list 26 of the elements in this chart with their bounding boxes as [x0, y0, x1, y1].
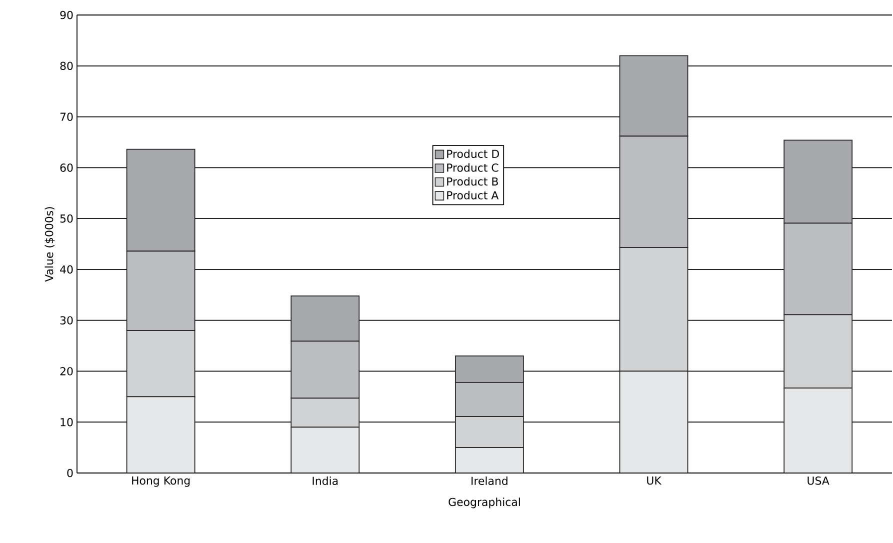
legend-label: Product A	[447, 190, 499, 200]
bar	[126, 396, 196, 473]
x-tick-label: UK	[647, 476, 662, 485]
y-tick-label: 80	[60, 62, 73, 70]
y-tick-label: 90	[60, 10, 73, 20]
y-axis-title: Value ($000s)	[44, 207, 55, 282]
bar	[290, 426, 360, 473]
legend-label: Product B	[447, 177, 498, 186]
y-tick-label: 20	[60, 367, 73, 376]
y-tick-label: 70	[60, 112, 73, 121]
x-tick-label: Ireland	[472, 476, 508, 485]
y-tick-label: 30	[60, 316, 73, 324]
legend-label: Product C	[447, 163, 498, 172]
x-tick-label: Hong Kong	[132, 476, 190, 487]
y-tick-label: 0	[67, 468, 73, 478]
legend-label: Product D	[447, 150, 499, 158]
bar	[784, 388, 853, 473]
bar	[619, 370, 688, 473]
x-tick-label: USA	[808, 476, 830, 485]
x-axis-title: Geographical	[448, 498, 520, 508]
bar	[454, 447, 524, 473]
y-tick-label: 50	[60, 214, 73, 223]
y-tick-label: 60	[60, 164, 73, 172]
y-tick-label: 10	[60, 418, 73, 426]
y-tick-label: 40	[60, 265, 73, 274]
x-tick-label: India	[312, 476, 338, 485]
